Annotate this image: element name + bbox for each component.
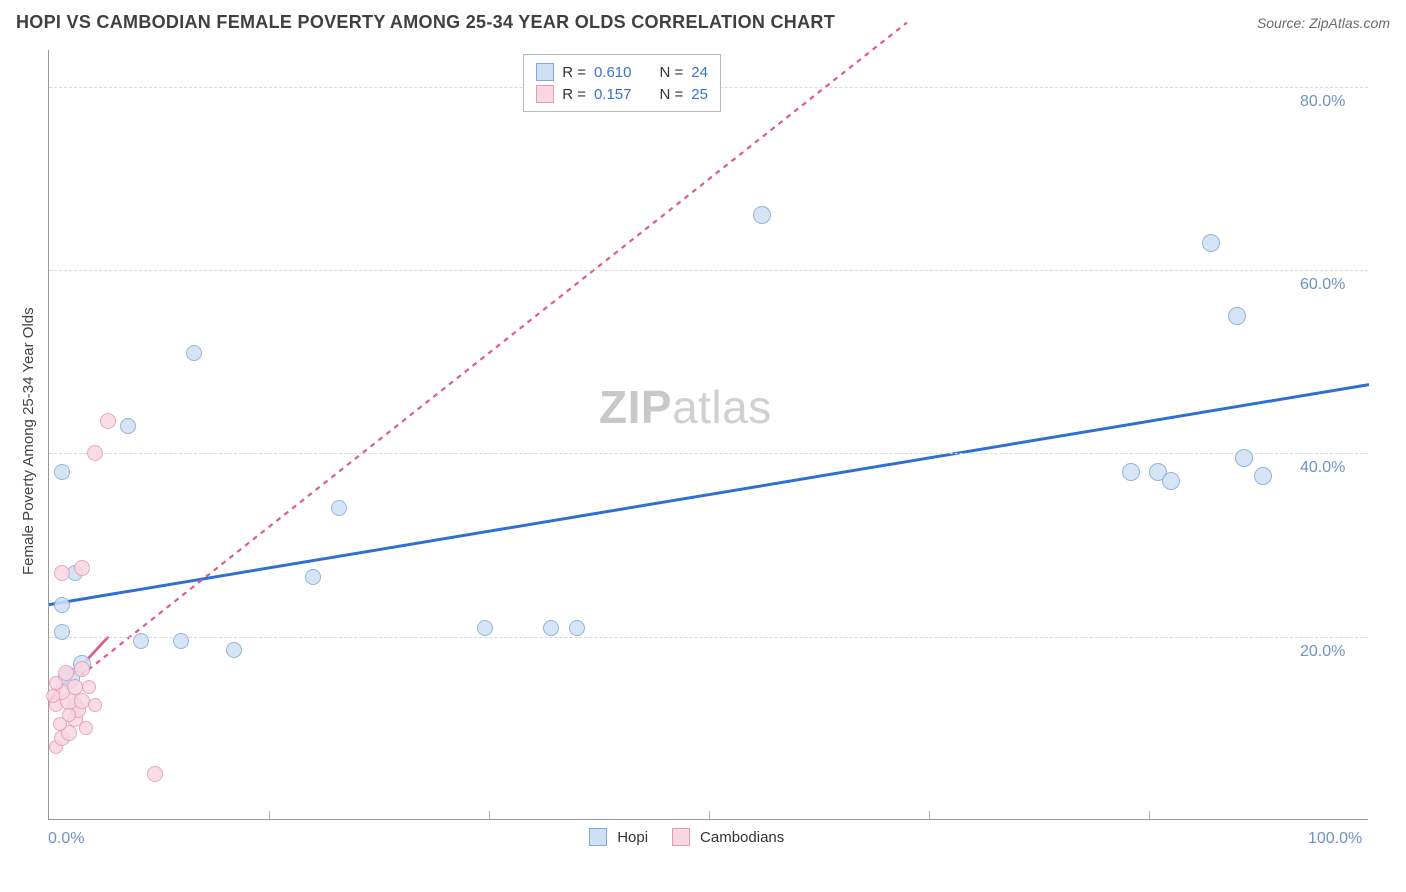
- legend-swatch: [589, 828, 607, 846]
- plot-area: ZIPatlas: [48, 50, 1368, 820]
- data-point: [82, 680, 96, 694]
- legend-n-label: N =: [660, 64, 684, 81]
- data-point: [54, 597, 70, 613]
- legend-n-label: N =: [660, 86, 684, 103]
- x-tick-label: 0.0%: [48, 830, 84, 848]
- y-tick-label: 20.0%: [1300, 643, 1345, 661]
- legend-row: R = 0.610 N = 24: [536, 61, 708, 83]
- data-point: [54, 624, 70, 640]
- watermark-atlas: atlas: [672, 381, 772, 433]
- data-point: [331, 500, 347, 516]
- trend-line: [49, 385, 1369, 605]
- data-point: [1235, 449, 1253, 467]
- x-tick: [929, 811, 930, 819]
- watermark: ZIPatlas: [599, 380, 772, 434]
- data-point: [54, 464, 70, 480]
- legend-swatch: [536, 63, 554, 81]
- data-point: [543, 620, 559, 636]
- series-legend: Hopi Cambodians: [589, 828, 798, 846]
- data-point: [186, 345, 202, 361]
- x-tick: [269, 811, 270, 819]
- chart-container: HOPI VS CAMBODIAN FEMALE POVERTY AMONG 2…: [0, 0, 1406, 892]
- data-point: [87, 445, 103, 461]
- legend-r-label: R =: [562, 64, 586, 81]
- trend-lines: [49, 50, 1369, 820]
- data-point: [58, 665, 74, 681]
- chart-title: HOPI VS CAMBODIAN FEMALE POVERTY AMONG 2…: [16, 12, 835, 33]
- legend-swatch: [672, 828, 690, 846]
- data-point: [133, 633, 149, 649]
- x-tick: [709, 811, 710, 819]
- data-point: [1228, 307, 1246, 325]
- data-point: [62, 708, 76, 722]
- data-point: [305, 569, 321, 585]
- data-point: [79, 721, 93, 735]
- data-point: [226, 642, 242, 658]
- legend-row: R = 0.157 N = 25: [536, 83, 708, 105]
- title-bar: HOPI VS CAMBODIAN FEMALE POVERTY AMONG 2…: [16, 12, 1390, 33]
- legend-swatch: [536, 85, 554, 103]
- data-point: [173, 633, 189, 649]
- data-point: [1122, 463, 1140, 481]
- data-point: [753, 206, 771, 224]
- data-point: [1202, 234, 1220, 252]
- legend-r-value: 0.157: [594, 86, 632, 103]
- legend-r-value: 0.610: [594, 64, 632, 81]
- data-point: [569, 620, 585, 636]
- legend-r-label: R =: [562, 86, 586, 103]
- data-point: [88, 698, 102, 712]
- data-point: [1162, 472, 1180, 490]
- watermark-zip: ZIP: [599, 381, 672, 433]
- data-point: [1254, 467, 1272, 485]
- y-tick-label: 60.0%: [1300, 276, 1345, 294]
- legend-series-label: Hopi: [617, 829, 648, 846]
- data-point: [74, 560, 90, 576]
- data-point: [477, 620, 493, 636]
- y-axis-label: Female Poverty Among 25-34 Year Olds: [20, 307, 37, 575]
- gridline-h: [49, 453, 1368, 454]
- data-point: [54, 565, 70, 581]
- data-point: [74, 661, 90, 677]
- correlation-legend: R = 0.610 N = 24 R = 0.157 N = 25: [523, 54, 721, 112]
- source-label: Source: ZipAtlas.com: [1257, 15, 1390, 31]
- legend-n-value: 24: [691, 64, 708, 81]
- x-tick-label: 100.0%: [1308, 830, 1362, 848]
- trend-line: [49, 23, 907, 701]
- x-tick: [489, 811, 490, 819]
- data-point: [46, 689, 60, 703]
- gridline-h: [49, 637, 1368, 638]
- data-point: [120, 418, 136, 434]
- y-tick-label: 40.0%: [1300, 459, 1345, 477]
- legend-series-label: Cambodians: [700, 829, 784, 846]
- y-tick-label: 80.0%: [1300, 93, 1345, 111]
- legend-n-value: 25: [691, 86, 708, 103]
- x-tick: [1149, 811, 1150, 819]
- gridline-h: [49, 270, 1368, 271]
- data-point: [147, 766, 163, 782]
- data-point: [100, 413, 116, 429]
